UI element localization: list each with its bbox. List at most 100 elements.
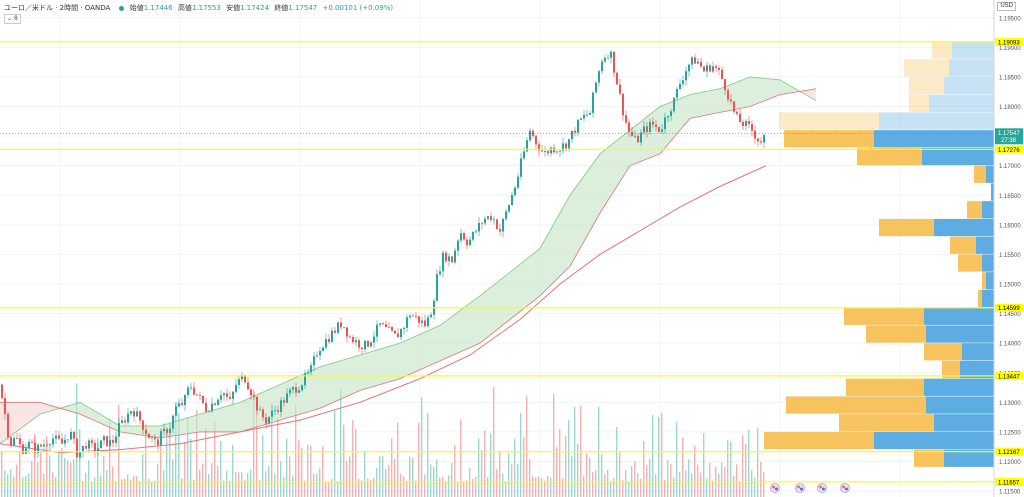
volume-bar <box>196 410 198 497</box>
volume-profile-bar-up <box>991 183 994 201</box>
cloud-segment <box>524 257 528 309</box>
candle-body <box>319 351 321 356</box>
candle-body <box>370 342 372 347</box>
volume-bar <box>448 475 450 497</box>
volume-bar <box>106 469 108 497</box>
candle-body <box>292 387 294 390</box>
candle-body <box>70 431 72 440</box>
candle-body <box>220 395 222 400</box>
volume-profile-bar-up <box>949 59 994 77</box>
volume-bar <box>499 452 501 497</box>
candle-body <box>226 393 228 397</box>
volume-bar <box>16 464 18 497</box>
candle-body <box>79 452 81 458</box>
candle-body <box>76 438 78 458</box>
candle-body <box>145 429 147 434</box>
candle-body <box>184 395 186 406</box>
candle-body <box>361 347 363 350</box>
candle-body <box>661 129 663 132</box>
horizontal-levels[interactable] <box>0 41 994 483</box>
candle-body <box>331 330 333 342</box>
candle-body <box>562 143 564 151</box>
cloud-segment <box>356 355 360 393</box>
cloud-segment <box>72 403 76 413</box>
symbol-title[interactable]: ユーロ／米ドル · 2時間 · OANDA <box>4 4 111 12</box>
candle-body <box>697 61 699 64</box>
candle-body <box>436 274 438 301</box>
candle-body <box>247 382 249 390</box>
cloud-segment <box>324 364 328 407</box>
event-markers[interactable] <box>770 483 850 493</box>
candle-body <box>730 99 732 102</box>
cloud-segment <box>292 377 296 417</box>
cloud-segment <box>448 316 452 358</box>
cloud-segment <box>260 391 264 426</box>
candle-body <box>130 411 132 414</box>
candle-body <box>52 438 54 445</box>
cloud-segment <box>576 181 580 256</box>
volume-bar <box>358 478 360 497</box>
volume-bar <box>178 412 180 497</box>
volume-bar <box>163 470 165 497</box>
volume-bar <box>265 471 267 497</box>
cloud-segment <box>120 426 124 433</box>
candle-body <box>478 222 480 232</box>
candle-body <box>337 322 339 333</box>
volume-bar <box>739 481 741 497</box>
candle-body <box>400 328 402 338</box>
cloud-segment <box>200 412 204 432</box>
cloud-segment <box>132 426 136 435</box>
candle-body <box>487 216 489 219</box>
volume-bar <box>73 459 75 497</box>
cloud-segment <box>644 115 648 161</box>
candle-body <box>196 394 198 396</box>
volume-bar <box>565 436 567 497</box>
volume-bar <box>613 477 615 497</box>
cloud-segment <box>764 78 768 101</box>
candle-body <box>409 315 411 318</box>
candle-body <box>364 340 366 350</box>
candle-body <box>493 219 495 221</box>
cloud-segment <box>28 402 32 424</box>
volume-profile-bar-down <box>779 112 879 130</box>
candle-body <box>514 187 516 196</box>
candle-body <box>340 322 342 328</box>
candle-body <box>553 147 555 153</box>
candle-body <box>88 440 90 449</box>
candle-body <box>604 57 606 62</box>
candle-body <box>58 435 60 439</box>
candle-body <box>49 444 51 446</box>
currency-label[interactable]: USD <box>997 2 1016 11</box>
volume-bar <box>118 404 120 497</box>
volume-bar <box>463 481 465 497</box>
volume-bar <box>442 476 444 497</box>
indicator-toggle-button[interactable]: ⌄ 8 <box>4 14 21 24</box>
volume-bar <box>328 481 330 497</box>
volume-bar <box>610 481 612 497</box>
candle-body <box>100 440 102 449</box>
candle-body <box>760 141 762 143</box>
candle-body <box>685 71 687 81</box>
candle-body <box>82 446 84 453</box>
candle-body <box>349 336 351 338</box>
candle-body <box>307 372 309 374</box>
cloud-segment <box>548 227 552 288</box>
candle-body <box>658 126 660 132</box>
volume-bar <box>661 412 663 497</box>
candle-body <box>346 327 348 337</box>
candle-body <box>274 410 276 412</box>
volume-bar <box>487 477 489 497</box>
price-axis[interactable]: 1.195001.190001.185001.180001.175001.170… <box>993 0 1024 497</box>
volume-bar <box>127 474 129 497</box>
volume-bar <box>439 477 441 497</box>
candle-body <box>202 395 204 403</box>
volume-bar <box>289 456 291 497</box>
volume-bar <box>376 467 378 497</box>
volume-bar <box>589 457 591 497</box>
cloud-segment <box>776 79 780 97</box>
volume-bar <box>481 450 483 497</box>
cloud-segment <box>40 402 44 415</box>
cloud-segment <box>16 402 20 432</box>
economic-event-flag-icon <box>797 485 800 489</box>
